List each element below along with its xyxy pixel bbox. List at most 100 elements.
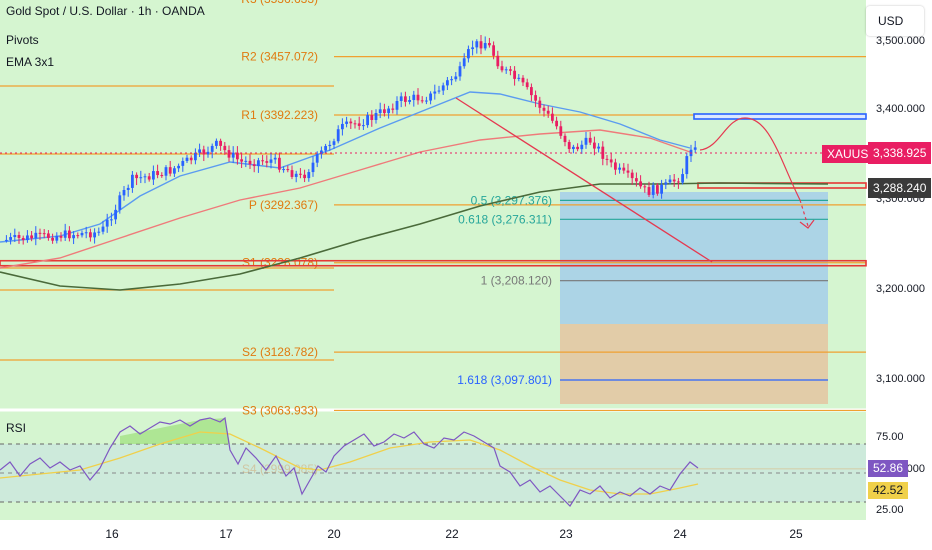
candle-body bbox=[152, 171, 155, 180]
candle-body bbox=[462, 58, 466, 67]
candle-body bbox=[126, 187, 130, 190]
candle-body bbox=[639, 181, 642, 187]
candle-body bbox=[357, 123, 361, 126]
rsi-tick-label: 75.00 bbox=[876, 431, 904, 443]
candle-body bbox=[257, 160, 260, 167]
candle-body bbox=[353, 123, 357, 125]
candle-body bbox=[647, 187, 651, 195]
candle-body bbox=[651, 185, 655, 195]
candle-body bbox=[412, 94, 416, 101]
candle-body bbox=[366, 115, 369, 126]
candle-body bbox=[370, 115, 374, 120]
candle-body bbox=[160, 175, 164, 177]
candle-body bbox=[635, 178, 638, 182]
candle-body bbox=[677, 181, 680, 183]
candle-body bbox=[433, 91, 437, 94]
candle-body bbox=[626, 170, 630, 173]
candle-body bbox=[290, 170, 294, 177]
candle-body bbox=[47, 233, 50, 238]
fib-level-label: 0.618 (3,276.311) bbox=[458, 212, 552, 226]
candle-body bbox=[210, 145, 214, 152]
candle-body bbox=[265, 161, 269, 163]
candle-body bbox=[681, 174, 684, 183]
candle-body bbox=[441, 85, 445, 91]
candle-body bbox=[551, 113, 554, 121]
candle-body bbox=[542, 107, 546, 111]
candle-body bbox=[530, 87, 533, 96]
candle-body bbox=[404, 96, 407, 102]
candle-body bbox=[21, 237, 25, 241]
time-axis-panel bbox=[0, 520, 866, 550]
pivot-label: S2 (3128.782) bbox=[242, 345, 318, 359]
candle-body bbox=[672, 179, 676, 182]
candle-body bbox=[114, 209, 117, 220]
candle-body bbox=[450, 79, 453, 81]
ema-mid-line bbox=[0, 129, 691, 269]
candle-body bbox=[656, 185, 659, 194]
candle-body bbox=[446, 80, 449, 86]
candle-body bbox=[622, 167, 626, 171]
pivot-label-r3: R3 (3536.633) bbox=[241, 0, 318, 6]
candle-body bbox=[110, 219, 113, 221]
resistance-zone bbox=[693, 113, 867, 120]
time-tick-label: 24 bbox=[673, 527, 687, 541]
chart-title[interactable]: Gold Spot / U.S. Dollar · 1h · OANDA bbox=[6, 4, 205, 18]
candle-body bbox=[9, 237, 12, 240]
candle-body bbox=[252, 164, 256, 167]
time-tick-label: 23 bbox=[559, 527, 573, 541]
candle-body bbox=[177, 165, 180, 169]
time-tick-label: 17 bbox=[219, 527, 233, 541]
price-tick-label: 3,400.000 bbox=[876, 103, 925, 115]
candle-body bbox=[521, 77, 525, 83]
rsi-line bbox=[0, 416, 699, 507]
price-tick-label: 3,100.000 bbox=[876, 373, 925, 385]
time-tick-label: 16 bbox=[105, 527, 119, 541]
candle-body bbox=[294, 173, 298, 177]
candle-body bbox=[391, 108, 395, 110]
candle-body bbox=[244, 160, 248, 162]
candle-body bbox=[51, 237, 54, 241]
candle-body bbox=[147, 176, 151, 180]
candle-body bbox=[467, 49, 470, 59]
fib-level-label: 1.618 (3,097.801) bbox=[457, 373, 552, 387]
symbol-badge: XAUUSD bbox=[822, 145, 883, 163]
indicator-ema-label[interactable]: EMA 3x1 bbox=[6, 55, 55, 69]
candle-body bbox=[248, 160, 252, 165]
candle-body bbox=[17, 235, 21, 238]
ema-fast-line bbox=[0, 91, 691, 243]
candle-body bbox=[534, 95, 537, 101]
candle-body bbox=[299, 173, 302, 175]
candle-body bbox=[219, 140, 222, 146]
candle-body bbox=[479, 41, 483, 49]
candle-body bbox=[156, 171, 159, 176]
projection-path bbox=[699, 117, 801, 201]
candle-body bbox=[198, 149, 201, 153]
candle-body bbox=[643, 186, 647, 188]
rsi-tick-label: 25.00 bbox=[876, 504, 904, 516]
candle-body bbox=[416, 94, 420, 101]
candle-body bbox=[261, 160, 264, 162]
candle-body bbox=[538, 100, 542, 108]
rsi-label[interactable]: RSI bbox=[6, 421, 27, 435]
candle-body bbox=[693, 147, 697, 150]
candle-body bbox=[278, 157, 281, 170]
pivot-label: R1 (3392.223) bbox=[241, 108, 318, 122]
candle-body bbox=[80, 232, 84, 236]
candle-body bbox=[593, 142, 596, 149]
candle-body bbox=[483, 43, 487, 49]
candle-body bbox=[429, 93, 432, 101]
candle-body bbox=[362, 125, 365, 127]
candle-body bbox=[475, 41, 479, 48]
candle-body bbox=[387, 108, 390, 114]
fib-level-label: 1 (3,208.120) bbox=[481, 274, 552, 288]
indicator-pivots-label[interactable]: Pivots bbox=[6, 33, 39, 47]
candle-body bbox=[97, 231, 101, 233]
candle-body bbox=[135, 174, 138, 179]
currency-button[interactable]: USD bbox=[866, 6, 924, 36]
candle-body bbox=[345, 121, 348, 124]
fib-target-box bbox=[560, 192, 828, 324]
candle-body bbox=[76, 235, 80, 237]
pivot-label: S3 (3063.933) bbox=[242, 403, 318, 417]
candle-body bbox=[72, 235, 75, 239]
